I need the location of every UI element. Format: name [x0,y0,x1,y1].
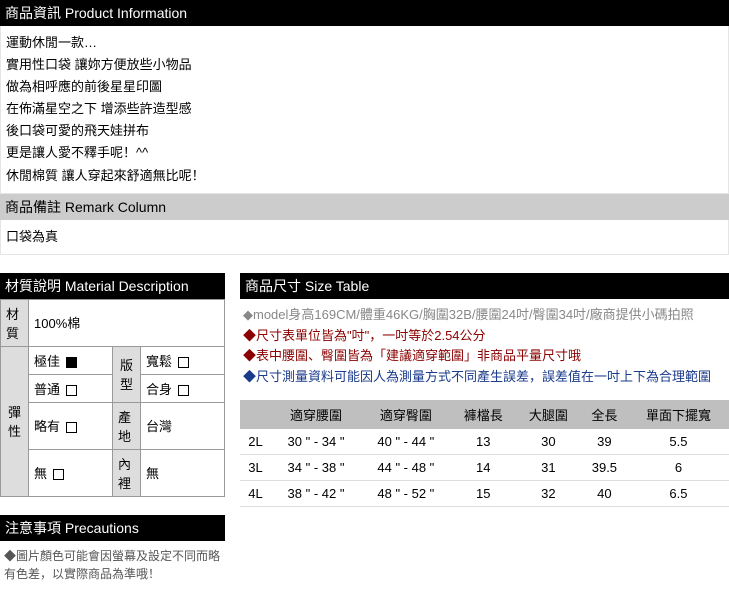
origin-label: 產地 [113,402,141,449]
material-label: 材質 [1,299,29,346]
detail-columns: 材質說明 Material Description 材質 100%棉 彈性 極佳… [0,273,729,607]
product-info-header: 商品資訊 Product Information [0,0,729,26]
size-table-body: 2L30 " - 34 "40 " - 44 "1330395.53L34 " … [240,429,729,507]
material-table: 材質 100%棉 彈性 極佳 版型 寬鬆 普通 合身 略有 產地 台灣 [0,299,225,497]
material-value: 100%棉 [29,299,225,346]
size-cell: 13 [451,429,516,455]
elastic-label: 彈性 [1,346,29,496]
precautions-header: 注意事項 Precautions [0,515,225,541]
product-info-section: 商品資訊 Product Information 運動休閒一款…實用性口袋 讓妳… [0,0,729,255]
size-cell: 3L [240,454,271,480]
fit-opt-1: 合身 [141,374,225,402]
square-empty-icon [66,385,77,396]
precautions-section: 注意事項 Precautions ◆圖片顏色可能會因螢幕及設定不同而略有色差，以… [0,515,225,589]
size-note-line: ◆尺寸表單位皆為"吋"，一吋等於2.54公分 [243,326,726,347]
size-cell: 15 [451,480,516,506]
size-cell: 39.5 [581,454,628,480]
size-section: 商品尺寸 Size Table ◆model身高169CM/體重46KG/胸圍3… [240,273,729,507]
size-cell: 39 [581,429,628,455]
elastic-opt-0: 極佳 [29,346,113,374]
size-col-header: 大腿圍 [516,400,581,429]
elastic-opt-2: 略有 [29,402,113,449]
size-cell: 6 [628,454,729,480]
size-col-header: 單面下擺寬 [628,400,729,429]
material-header: 材質說明 Material Description [0,273,225,299]
size-header: 商品尺寸 Size Table [240,273,729,299]
elastic-opt-3: 無 [29,449,113,496]
product-info-line: 運動休閒一款… [6,32,723,54]
product-info-body: 運動休閒一款…實用性口袋 讓妳方便放些小物品做為相呼應的前後星星印圖在佈滿星空之… [0,26,729,194]
square-empty-icon [66,422,77,433]
size-cell: 4L [240,480,271,506]
product-info-line: 在佈滿星空之下 增添些許造型感 [6,98,723,120]
size-col-header: 適穿臀圍 [361,400,451,429]
size-note-line: ◆表中腰圍、臀圍皆為「建議適穿範圍」非商品平量尺寸哦 [243,346,726,367]
lining-value: 無 [141,449,225,496]
size-table: 適穿腰圍適穿臀圍褲檔長大腿圍全長單面下擺寬 2L30 " - 34 "40 " … [240,400,729,507]
size-note-line: ◆尺寸測量資料可能因人為測量方式不同產生誤差，誤差值在一吋上下為合理範圍 [243,367,726,388]
product-info-line: 更是讓人愛不釋手呢！^^ [6,142,723,164]
size-col-header: 適穿腰圍 [271,400,361,429]
size-table-row: 3L34 " - 38 "44 " - 48 "143139.56 [240,454,729,480]
origin-value: 台灣 [141,402,225,449]
fit-opt-0: 寬鬆 [141,346,225,374]
size-col-header [240,400,271,429]
square-empty-icon [178,357,189,368]
size-table-head: 適穿腰圍適穿臀圍褲檔長大腿圍全長單面下擺寬 [240,400,729,429]
size-cell: 44 " - 48 " [361,454,451,480]
precautions-body: ◆圖片顏色可能會因螢幕及設定不同而略有色差，以實際商品為準哦！ [0,541,225,589]
size-cell: 31 [516,454,581,480]
fit-label: 版型 [113,346,141,402]
size-table-row: 2L30 " - 34 "40 " - 44 "1330395.5 [240,429,729,455]
product-info-line: 休閒棉質 讓人穿起來舒適無比呢！ [6,165,723,187]
size-note-line: ◆model身高169CM/體重46KG/胸圍32B/腰圍24吋/臀圍34吋/廠… [243,305,726,326]
size-notes: ◆model身高169CM/體重46KG/胸圍32B/腰圍24吋/臀圍34吋/廠… [240,299,729,394]
square-empty-icon [53,469,64,480]
remark-body: 口袋為真 [0,220,729,255]
size-table-row: 4L38 " - 42 "48 " - 52 "1532406.5 [240,480,729,506]
right-column: 商品尺寸 Size Table ◆model身高169CM/體重46KG/胸圍3… [240,273,729,525]
size-cell: 14 [451,454,516,480]
square-empty-icon [178,385,189,396]
size-cell: 48 " - 52 " [361,480,451,506]
left-column: 材質說明 Material Description 材質 100%棉 彈性 極佳… [0,273,225,607]
size-cell: 40 [581,480,628,506]
lining-label: 內裡 [113,449,141,496]
size-cell: 40 " - 44 " [361,429,451,455]
size-cell: 34 " - 38 " [271,454,361,480]
size-cell: 2L [240,429,271,455]
product-info-line: 後口袋可愛的飛天娃拼布 [6,120,723,142]
remark-header: 商品備註 Remark Column [0,194,729,220]
material-section: 材質說明 Material Description 材質 100%棉 彈性 極佳… [0,273,225,497]
size-cell: 6.5 [628,480,729,506]
size-cell: 38 " - 42 " [271,480,361,506]
size-cell: 32 [516,480,581,506]
size-cell: 30 " - 34 " [271,429,361,455]
size-cell: 5.5 [628,429,729,455]
square-filled-icon [66,357,77,368]
size-cell: 30 [516,429,581,455]
size-col-header: 全長 [581,400,628,429]
size-col-header: 褲檔長 [451,400,516,429]
product-info-line: 實用性口袋 讓妳方便放些小物品 [6,54,723,76]
elastic-opt-1: 普通 [29,374,113,402]
product-info-line: 做為相呼應的前後星星印圖 [6,76,723,98]
